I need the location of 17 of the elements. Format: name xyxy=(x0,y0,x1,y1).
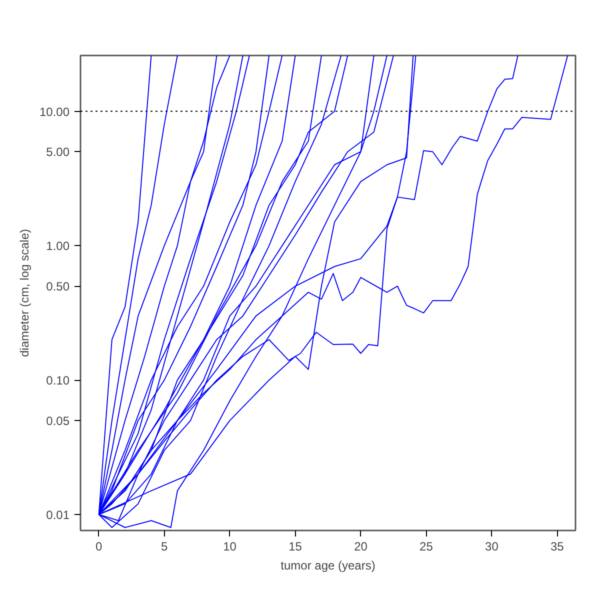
x-tick-label: 10 xyxy=(223,540,237,554)
y-tick-label: 0.10 xyxy=(46,374,70,388)
y-tick-label: 0.05 xyxy=(46,414,70,428)
x-tick-label: 20 xyxy=(354,540,368,554)
x-tick-label: 15 xyxy=(288,540,302,554)
y-axis-title: diameter (cm, log scale) xyxy=(17,228,32,358)
y-tick-label: 1.00 xyxy=(46,239,70,254)
x-axis-title: tumor age (years) xyxy=(280,558,376,572)
y-tick-label: 5.00 xyxy=(46,145,70,160)
y-tick-label: 0.50 xyxy=(46,280,70,294)
x-tick-label: 5 xyxy=(160,540,168,554)
y-tick-label: 0.01 xyxy=(46,508,70,522)
x-tick-label: 0 xyxy=(95,540,102,554)
x-tick-label: 30 xyxy=(485,540,499,554)
x-tick-label: 35 xyxy=(550,540,564,554)
y-tick-label: 10.00 xyxy=(39,104,70,119)
x-tick-label: 25 xyxy=(420,540,434,554)
